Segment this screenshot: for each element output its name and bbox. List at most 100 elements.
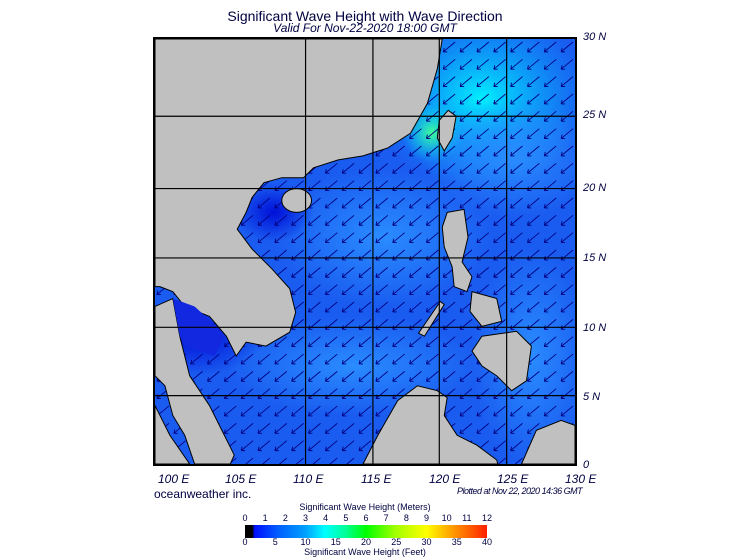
wave-arrow xyxy=(425,197,439,209)
wave-arrow xyxy=(358,440,372,452)
wave-arrow xyxy=(476,197,490,209)
lat-label: 25 N xyxy=(583,109,607,121)
wave-arrow xyxy=(543,128,557,140)
legend-tick: 12 xyxy=(481,513,493,523)
wave-arrow xyxy=(257,440,271,452)
wave-arrow xyxy=(425,214,439,226)
wave-arrow xyxy=(341,214,355,226)
wave-arrow xyxy=(527,128,540,140)
land-asia-mainland xyxy=(154,38,443,357)
wave-arrow xyxy=(459,145,473,157)
wave-arrow xyxy=(308,371,321,382)
wave-arrow xyxy=(425,267,439,278)
land-visayas xyxy=(469,290,503,327)
wave-arrow xyxy=(341,440,355,452)
wave-arrow xyxy=(341,162,355,174)
wave-arrow xyxy=(308,267,321,278)
wave-arrow xyxy=(375,336,389,348)
wave-arrow xyxy=(459,405,473,417)
wave-arrow xyxy=(476,128,490,140)
legend-tick: 10 xyxy=(300,537,311,547)
wave-arrow xyxy=(493,214,506,226)
wave-arrow xyxy=(560,214,574,226)
wave-arrow xyxy=(476,93,490,105)
wave-arrow xyxy=(527,145,540,157)
wave-arrow xyxy=(442,93,456,105)
wave-arrow xyxy=(493,93,506,105)
wave-arrow xyxy=(274,405,288,417)
wave-arrow xyxy=(527,76,540,87)
wave-arrow xyxy=(223,371,237,382)
wave-arrow xyxy=(358,353,372,365)
wave-arrow xyxy=(308,214,321,226)
wave-arrow xyxy=(560,76,574,87)
wave-arrow xyxy=(341,336,355,348)
wave-arrow xyxy=(459,197,473,209)
wave-arrow xyxy=(358,423,372,434)
wave-arrow xyxy=(560,197,574,209)
wave-arrow xyxy=(543,58,557,70)
wave-arrow xyxy=(375,214,389,226)
wave-arrow xyxy=(409,284,422,296)
wave-arrow xyxy=(510,214,523,226)
wave-arrow xyxy=(223,353,237,365)
legend-tick: 10 xyxy=(441,513,452,523)
lat-label: 20 N xyxy=(583,182,607,194)
legend-tick: 15 xyxy=(330,537,341,547)
wave-arrow xyxy=(442,336,456,348)
wave-arrow xyxy=(257,214,271,226)
wave-arrow xyxy=(425,128,439,140)
wave-arrow xyxy=(223,423,237,434)
wave-arrow xyxy=(459,301,473,313)
wave-arrow xyxy=(291,232,304,244)
wave-arrow xyxy=(459,128,473,140)
wave-arrow xyxy=(476,162,490,174)
wave-arrow xyxy=(392,162,405,174)
wave-arrow xyxy=(510,301,523,313)
wave-arrow xyxy=(510,197,523,209)
wave-arrow xyxy=(459,76,473,87)
wave-arrow xyxy=(358,284,372,296)
plotted-time: Plotted at Nov 22, 2020 14:36 GMT xyxy=(457,486,583,496)
land xyxy=(154,38,576,465)
lat-label: 10 N xyxy=(583,322,607,334)
wave-arrow xyxy=(476,145,490,157)
wave-arrow xyxy=(493,162,506,174)
wave-arrow xyxy=(257,232,271,244)
wave-arrow xyxy=(257,423,271,434)
wave-arrow xyxy=(543,284,557,296)
wave-arrow xyxy=(274,232,288,244)
wave-arrow xyxy=(324,214,338,226)
lon-label: 120 E xyxy=(429,472,461,486)
lon-label: 110 E xyxy=(293,472,324,486)
wave-arrow xyxy=(510,145,523,157)
wave-arrow xyxy=(493,232,506,244)
wave-arrow xyxy=(324,336,338,348)
wave-arrow xyxy=(459,41,473,53)
legend-tick: 11 xyxy=(462,513,472,523)
wave-arrow xyxy=(324,405,338,417)
wave-arrow xyxy=(291,353,304,365)
legend-tick: 4 xyxy=(323,513,329,523)
legend-tick: 35 xyxy=(451,537,462,547)
wave-arrow xyxy=(476,41,490,53)
wave-arrow xyxy=(324,284,338,296)
wave-arrow xyxy=(527,423,540,434)
wave-arrow xyxy=(476,371,490,382)
wave-arrow xyxy=(560,58,574,70)
wave-arrow xyxy=(375,371,389,382)
wave-arrow xyxy=(442,284,456,296)
legend-tick: 9 xyxy=(423,513,430,523)
wave-arrow xyxy=(358,371,372,382)
color-scale-bar xyxy=(245,525,487,538)
wave-arrow xyxy=(476,423,490,434)
wave-arrow xyxy=(527,301,540,313)
wave-arrow xyxy=(543,353,557,365)
wave-arrow xyxy=(510,41,523,53)
wave-arrow xyxy=(476,267,490,278)
wave-arrow xyxy=(291,440,304,452)
wave-arrow xyxy=(543,371,557,382)
wave-arrow xyxy=(493,197,506,209)
wave-arrow xyxy=(543,145,557,157)
wave-arrow xyxy=(207,371,220,382)
